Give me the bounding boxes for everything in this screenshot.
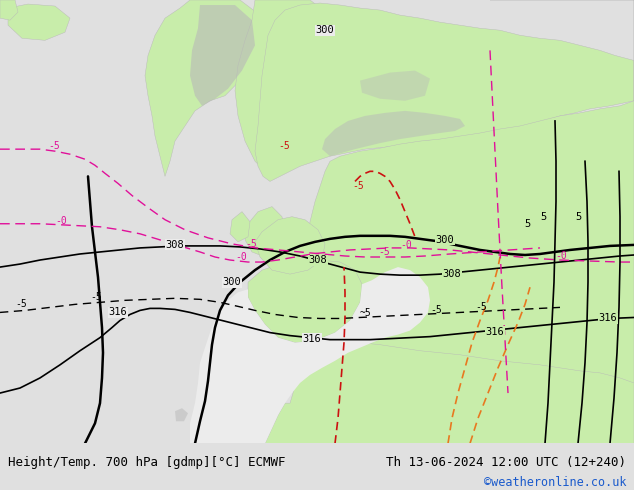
Polygon shape (248, 260, 362, 343)
Polygon shape (322, 111, 465, 156)
Polygon shape (265, 343, 634, 443)
Polygon shape (255, 217, 325, 274)
Text: -0: -0 (400, 240, 411, 250)
Text: 300: 300 (223, 277, 242, 287)
Text: 316: 316 (108, 307, 127, 318)
Text: 316: 316 (302, 334, 321, 343)
Text: 316: 316 (486, 326, 505, 337)
Text: Th 13-06-2024 12:00 UTC (12+240): Th 13-06-2024 12:00 UTC (12+240) (386, 457, 626, 469)
Text: 5: 5 (540, 212, 547, 221)
Text: -5: -5 (245, 239, 257, 249)
Text: 308: 308 (165, 240, 184, 250)
Text: 300: 300 (436, 235, 455, 245)
Text: -5: -5 (90, 293, 101, 302)
Text: -5: -5 (278, 141, 290, 151)
Polygon shape (8, 4, 70, 40)
Polygon shape (360, 71, 430, 101)
Text: ©weatheronline.co.uk: ©weatheronline.co.uk (484, 476, 626, 489)
Text: 308: 308 (443, 269, 462, 279)
Polygon shape (230, 212, 250, 242)
Polygon shape (235, 0, 335, 172)
Text: -5: -5 (15, 299, 27, 309)
Text: 300: 300 (316, 25, 334, 35)
Polygon shape (245, 207, 285, 257)
Text: -5: -5 (352, 181, 364, 192)
Polygon shape (175, 408, 188, 421)
Text: 5: 5 (524, 219, 530, 229)
Text: ~5: ~5 (360, 309, 372, 318)
Polygon shape (255, 3, 634, 181)
Polygon shape (0, 0, 18, 20)
Text: 316: 316 (598, 314, 618, 323)
Text: -5: -5 (378, 247, 390, 257)
Text: 308: 308 (309, 255, 327, 265)
Text: -5: -5 (430, 305, 442, 316)
Polygon shape (190, 267, 430, 443)
Text: Height/Temp. 700 hPa [gdmp][°C] ECMWF: Height/Temp. 700 hPa [gdmp][°C] ECMWF (8, 457, 285, 469)
Text: -0: -0 (55, 216, 67, 226)
Polygon shape (190, 5, 255, 106)
Text: -0: -0 (235, 252, 247, 262)
Text: -0: -0 (555, 251, 567, 261)
Text: -5: -5 (475, 302, 487, 313)
Polygon shape (145, 0, 265, 176)
Text: 5: 5 (575, 212, 581, 221)
Polygon shape (295, 0, 634, 443)
Text: -5: -5 (48, 141, 60, 151)
